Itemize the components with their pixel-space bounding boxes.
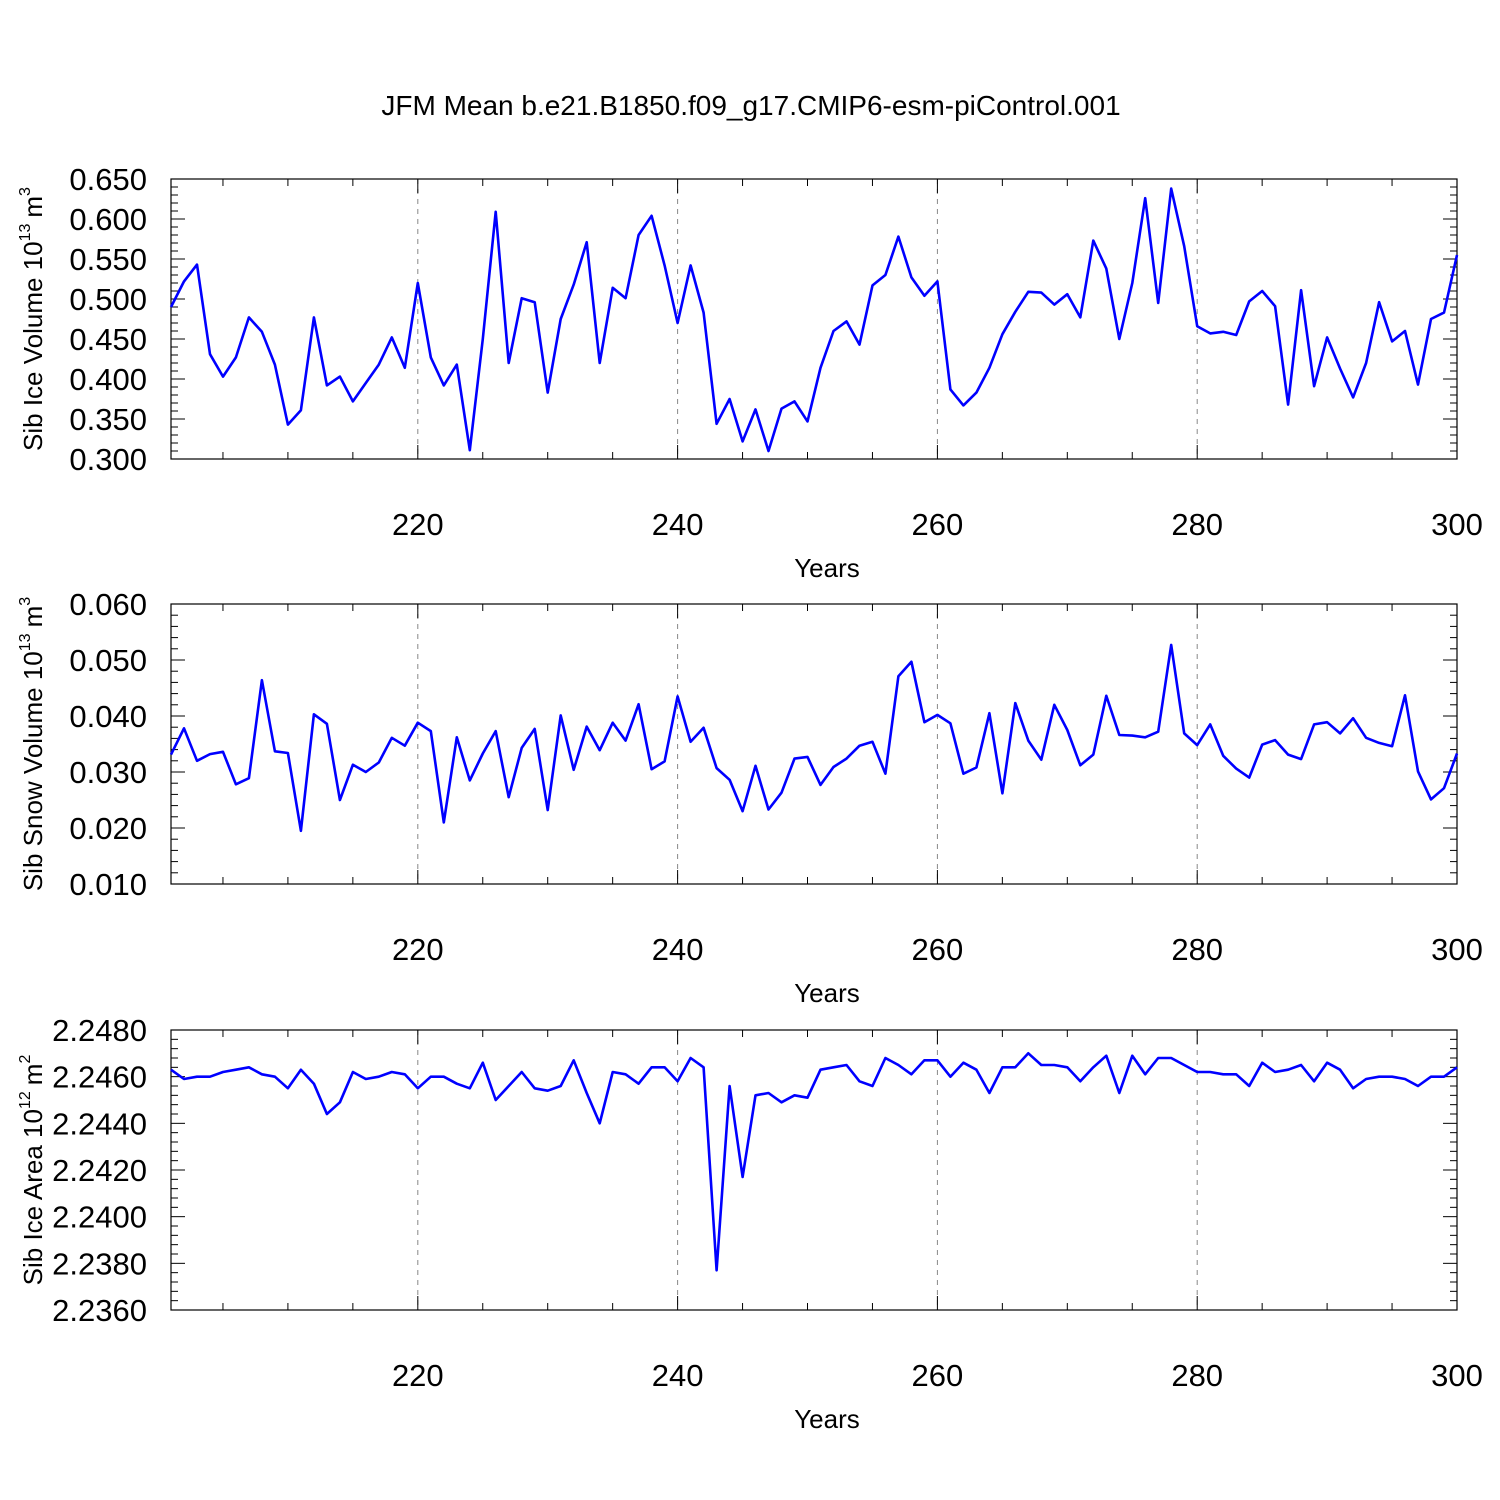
x-tick-label: 220 (392, 1358, 444, 1393)
y-tick-label: 0.350 (69, 402, 147, 437)
x-tick-label: 280 (1171, 507, 1223, 542)
series-line (169, 643, 1459, 833)
y-axis-label: Sib Ice Volume 1013 m3 (17, 187, 48, 451)
panels: 220 240 260 280 300 0.300 0.350 0.400 0.450 0.500… (17, 162, 1483, 1434)
y-tick-label: 0.010 (69, 867, 147, 902)
y-axis-label-unit-power: 2 (17, 1055, 34, 1064)
x-tick-label: 220 (392, 932, 444, 967)
y-tick-label: 2.2380 (52, 1246, 147, 1281)
x-tick-label: 300 (1431, 1358, 1483, 1393)
y-axis-label-unit: m (18, 1064, 48, 1086)
x-tick-label: 260 (912, 932, 964, 967)
y-tick-label: 0.040 (69, 699, 147, 734)
figure-title: JFM Mean b.e21.B1850.f09_g17.CMIP6-esm-p… (381, 90, 1120, 121)
y-axis-label-unit: m (18, 606, 48, 628)
y-tick-label: 0.550 (69, 242, 147, 277)
x-tick-label: 220 (392, 507, 444, 542)
y-tick-label: 2.2460 (52, 1060, 147, 1095)
x-tick-label: 300 (1431, 507, 1483, 542)
y-tick-label: 2.2480 (52, 1013, 147, 1048)
y-tick-label: 0.500 (69, 282, 147, 317)
y-axis-label-unit-power: 3 (17, 187, 34, 196)
y-tick-label: 0.300 (69, 442, 147, 477)
y-tick-label: 0.600 (69, 202, 147, 237)
y-axis-label-exponent: 13 (17, 633, 34, 651)
x-tick-label: 280 (1171, 1358, 1223, 1393)
y-axis-label-text: Sib Ice Area 10 (18, 1109, 48, 1285)
y-axis-label-text: Sib Snow Volume 10 (18, 651, 48, 891)
x-tick-label: 260 (912, 507, 964, 542)
y-axis-label-unit-power: 3 (17, 597, 34, 606)
y-tick-label: 0.020 (69, 811, 147, 846)
x-tick-label: 240 (652, 507, 704, 542)
y-axis-label-exponent: 12 (17, 1091, 34, 1109)
y-tick-label: 2.2400 (52, 1200, 147, 1235)
x-tick-label: 300 (1431, 932, 1483, 967)
y-axis-label: Sib Snow Volume 1013 m3 (17, 597, 48, 891)
chart-panel-2: 220 240 260 280 300 0.010 0.020 0.030 0.040 0.050… (17, 587, 1483, 1008)
x-axis-label: Years (794, 978, 860, 1008)
y-tick-label: 2.2440 (52, 1106, 147, 1141)
y-axis-label: Sib Ice Area 1012 m2 (17, 1055, 48, 1286)
x-tick-label: 240 (652, 932, 704, 967)
chart-panel-3: 220 240 260 280 300 2.2360 2.2380 2.2400 2.2420 2… (17, 1013, 1483, 1434)
y-tick-label: 0.450 (69, 322, 147, 357)
x-tick-label: 280 (1171, 932, 1223, 967)
y-tick-label: 0.400 (69, 362, 147, 397)
x-axis-label: Years (794, 553, 860, 583)
x-tick-label: 260 (912, 1358, 964, 1393)
series-line (170, 1052, 1458, 1272)
y-tick-label: 0.060 (69, 587, 147, 622)
x-tick-label: 240 (652, 1358, 704, 1393)
y-axis-label-unit: m (18, 196, 48, 218)
y-axis-label-text: Sib Ice Volume 10 (18, 241, 48, 451)
y-tick-label: 0.030 (69, 755, 147, 790)
series-line (169, 187, 1459, 453)
y-tick-label: 0.050 (69, 643, 147, 678)
chart-panel-1: 220 240 260 280 300 0.300 0.350 0.400 0.450 0.500… (17, 162, 1483, 583)
y-axis-label-exponent: 13 (17, 224, 34, 242)
y-tick-label: 0.650 (69, 162, 147, 197)
y-tick-label: 2.2420 (52, 1153, 147, 1188)
x-axis-label: Years (794, 1404, 860, 1434)
y-tick-label: 2.2360 (52, 1293, 147, 1328)
